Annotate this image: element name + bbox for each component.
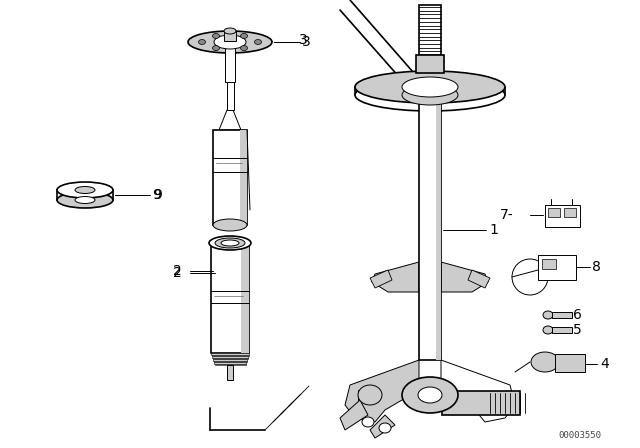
- Bar: [211, 353, 249, 354]
- Ellipse shape: [212, 46, 220, 51]
- Bar: [555, 354, 585, 372]
- Bar: [419, 5, 441, 55]
- Bar: [564, 208, 576, 217]
- Polygon shape: [370, 270, 392, 288]
- Text: 1: 1: [489, 223, 498, 237]
- Bar: [215, 363, 246, 365]
- Ellipse shape: [531, 352, 559, 372]
- Text: 3: 3: [299, 33, 308, 47]
- Ellipse shape: [402, 85, 458, 105]
- Bar: [416, 55, 444, 73]
- Bar: [227, 82, 234, 110]
- Text: 9: 9: [152, 188, 161, 202]
- Bar: [212, 356, 248, 358]
- Text: 2: 2: [173, 266, 182, 280]
- Text: 8: 8: [592, 260, 601, 274]
- Ellipse shape: [57, 192, 113, 208]
- Polygon shape: [370, 415, 395, 438]
- Bar: [240, 130, 247, 225]
- Ellipse shape: [209, 236, 251, 250]
- Bar: [552, 327, 572, 333]
- Bar: [436, 89, 441, 360]
- Polygon shape: [441, 262, 488, 292]
- Polygon shape: [372, 262, 419, 292]
- Polygon shape: [468, 270, 490, 288]
- Text: 2: 2: [173, 264, 182, 278]
- Text: 5: 5: [573, 323, 582, 337]
- Ellipse shape: [188, 31, 272, 53]
- Ellipse shape: [418, 387, 442, 403]
- Ellipse shape: [241, 46, 248, 51]
- Bar: [214, 361, 247, 362]
- Ellipse shape: [75, 197, 95, 203]
- Ellipse shape: [57, 182, 113, 198]
- Bar: [213, 358, 248, 359]
- Bar: [212, 354, 249, 356]
- Ellipse shape: [362, 417, 374, 427]
- Ellipse shape: [212, 34, 220, 39]
- Bar: [211, 243, 249, 353]
- Bar: [224, 31, 236, 41]
- Ellipse shape: [214, 35, 246, 49]
- Polygon shape: [219, 110, 241, 130]
- Bar: [552, 312, 572, 318]
- Bar: [419, 89, 441, 360]
- Bar: [227, 365, 233, 380]
- Ellipse shape: [224, 28, 236, 34]
- Bar: [538, 255, 576, 280]
- Bar: [213, 130, 247, 225]
- Bar: [442, 391, 520, 415]
- Text: 00003550: 00003550: [559, 431, 602, 439]
- Bar: [213, 359, 247, 361]
- Ellipse shape: [255, 39, 262, 44]
- Bar: [545, 205, 580, 227]
- Ellipse shape: [75, 186, 95, 194]
- Ellipse shape: [241, 34, 248, 39]
- Polygon shape: [441, 360, 515, 422]
- Text: 9: 9: [153, 188, 162, 202]
- Text: 6: 6: [573, 308, 582, 322]
- Bar: [542, 259, 556, 269]
- Bar: [548, 208, 560, 217]
- Ellipse shape: [543, 311, 553, 319]
- Ellipse shape: [198, 39, 205, 44]
- Ellipse shape: [358, 385, 382, 405]
- Polygon shape: [340, 400, 368, 430]
- Text: 3: 3: [302, 35, 311, 49]
- Ellipse shape: [379, 423, 391, 433]
- Ellipse shape: [213, 219, 247, 231]
- Polygon shape: [345, 360, 419, 422]
- Ellipse shape: [402, 77, 458, 97]
- Ellipse shape: [221, 240, 239, 246]
- Bar: [225, 47, 235, 82]
- Text: 7-: 7-: [500, 208, 514, 222]
- Bar: [241, 243, 249, 353]
- Ellipse shape: [402, 377, 458, 413]
- Ellipse shape: [543, 326, 553, 334]
- Ellipse shape: [355, 79, 505, 111]
- Ellipse shape: [355, 71, 505, 103]
- Bar: [214, 362, 246, 363]
- Text: 4: 4: [600, 357, 609, 371]
- Ellipse shape: [215, 238, 245, 248]
